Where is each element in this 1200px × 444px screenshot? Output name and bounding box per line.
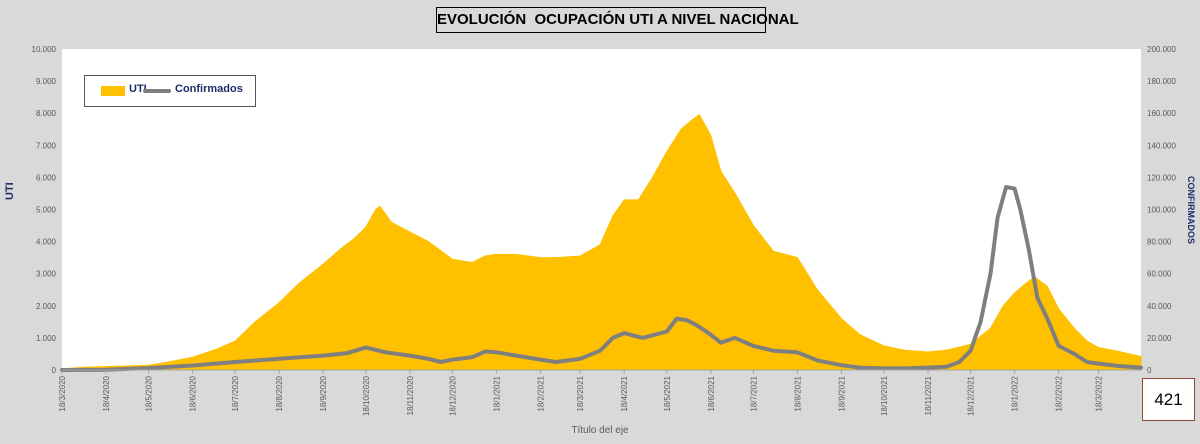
y-tick-right: 40.000 xyxy=(1147,302,1172,311)
legend-label-confirmados: Confirmados xyxy=(175,83,243,95)
y-tick-right: 0 xyxy=(1147,366,1152,375)
y-tick-right: 20.000 xyxy=(1147,334,1172,343)
x-tick-label: 18/3/2020 xyxy=(58,375,67,411)
x-tick-label: 18/2/2021 xyxy=(536,375,545,411)
y-axis-title-right: CONFIRMADOS xyxy=(1186,176,1196,244)
x-tick-label: 18/6/2020 xyxy=(189,375,198,411)
series-confirmados-line xyxy=(60,185,1143,372)
x-tick-label: 18/6/2021 xyxy=(707,375,716,411)
x-tick-label: 18/3/2022 xyxy=(1094,375,1103,411)
x-tick-label: 18/9/2021 xyxy=(837,375,846,411)
y-tick-right: 140.000 xyxy=(1147,141,1176,150)
x-tick-label: 18/12/2021 xyxy=(967,375,976,416)
y-tick-left: 4.000 xyxy=(36,238,57,247)
y-tick-left: 6.000 xyxy=(36,173,57,182)
x-tick-label: 18/5/2021 xyxy=(663,375,672,411)
x-tick-label: 18/9/2020 xyxy=(319,375,328,411)
x-tick-label: 18/4/2020 xyxy=(102,375,111,411)
chart-title: EVOLUCIÓN OCUPACIÓN UTI A NIVEL NACIONAL xyxy=(436,7,799,33)
y-tick-left: 9.000 xyxy=(36,77,57,86)
legend-swatch-confirmados xyxy=(143,89,171,93)
y-tick-left: 3.000 xyxy=(36,270,57,279)
y-tick-left: 1.000 xyxy=(36,334,57,343)
x-tick-label: 18/3/2021 xyxy=(576,375,585,411)
x-tick-label: 18/10/2021 xyxy=(880,375,889,416)
y-tick-left: 0 xyxy=(52,366,57,375)
current-value-box: 421 xyxy=(1142,378,1195,421)
x-tick-label: 18/8/2021 xyxy=(793,375,802,411)
x-tick-label: 18/11/2021 xyxy=(924,375,933,415)
x-tick-label: 18/4/2021 xyxy=(620,375,629,411)
legend-swatch-uti xyxy=(101,86,125,96)
y-tick-left: 8.000 xyxy=(36,109,57,118)
y-tick-left: 7.000 xyxy=(36,141,57,150)
y-tick-right: 180.000 xyxy=(1147,77,1176,86)
y-tick-right: 160.000 xyxy=(1147,109,1176,118)
y-axis-title-left: UTI xyxy=(4,182,16,200)
x-tick-label: 18/8/2020 xyxy=(275,375,284,411)
legend: UTI Confirmados xyxy=(84,75,256,107)
x-tick-label: 18/12/2020 xyxy=(448,375,457,416)
x-tick-label: 18/1/2021 xyxy=(492,375,501,411)
y-tick-right: 200.000 xyxy=(1147,45,1176,54)
y-tick-left: 2.000 xyxy=(36,302,57,311)
y-tick-right: 80.000 xyxy=(1147,238,1172,247)
x-tick-label: 18/11/2020 xyxy=(406,375,415,415)
x-tick-label: 18/1/2022 xyxy=(1011,375,1020,411)
series-uti-area xyxy=(61,114,1142,371)
y-tick-left: 10.000 xyxy=(32,45,57,54)
x-tick-label: 18/10/2020 xyxy=(362,375,371,416)
y-tick-left: 5.000 xyxy=(36,206,57,215)
x-axis-title: Título del eje xyxy=(571,425,629,436)
x-tick-label: 18/7/2021 xyxy=(749,375,758,411)
x-tick-label: 18/2/2022 xyxy=(1055,375,1064,411)
y-tick-right: 100.000 xyxy=(1147,206,1176,215)
x-tick-label: 18/7/2020 xyxy=(231,375,240,411)
x-tick-label: 18/5/2020 xyxy=(145,375,154,411)
legend-label-uti: UTI xyxy=(129,83,147,95)
y-tick-right: 60.000 xyxy=(1147,270,1172,279)
y-tick-right: 120.000 xyxy=(1147,173,1176,182)
